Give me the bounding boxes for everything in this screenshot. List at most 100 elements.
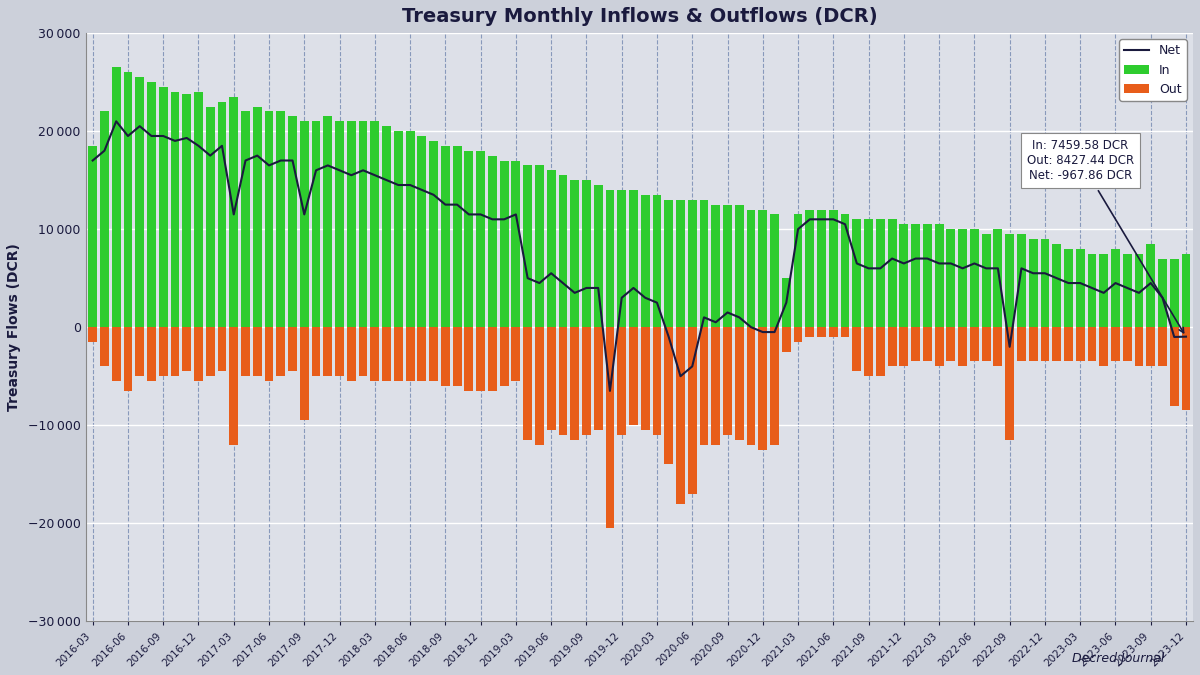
- Bar: [724, 327, 732, 435]
- Bar: [382, 327, 391, 381]
- Bar: [1123, 254, 1132, 327]
- Bar: [1170, 327, 1178, 406]
- Bar: [700, 200, 708, 327]
- Bar: [276, 111, 286, 327]
- Bar: [782, 278, 791, 327]
- Bar: [511, 327, 521, 381]
- Bar: [1064, 327, 1073, 362]
- Bar: [935, 224, 943, 327]
- Bar: [864, 219, 872, 327]
- Bar: [217, 102, 227, 327]
- Bar: [617, 327, 626, 435]
- Bar: [1075, 327, 1085, 362]
- Bar: [1099, 254, 1108, 327]
- Bar: [700, 327, 708, 445]
- Bar: [1006, 234, 1014, 327]
- Bar: [452, 146, 462, 327]
- Bar: [229, 327, 238, 445]
- Bar: [335, 327, 344, 376]
- Bar: [452, 327, 462, 386]
- Bar: [535, 327, 544, 445]
- Bar: [606, 327, 614, 528]
- Legend: Net, In, Out: Net, In, Out: [1120, 39, 1187, 101]
- Bar: [1158, 327, 1166, 367]
- Bar: [617, 190, 626, 327]
- Bar: [1134, 254, 1144, 327]
- Bar: [594, 185, 602, 327]
- Bar: [1052, 327, 1061, 362]
- Bar: [136, 77, 144, 327]
- Bar: [852, 219, 862, 327]
- Bar: [394, 327, 403, 381]
- Bar: [1040, 327, 1049, 362]
- Bar: [535, 165, 544, 327]
- Bar: [746, 327, 756, 445]
- Bar: [900, 224, 908, 327]
- Bar: [558, 327, 568, 435]
- Bar: [558, 176, 568, 327]
- Bar: [217, 327, 227, 371]
- Bar: [1170, 259, 1178, 327]
- Bar: [112, 68, 120, 327]
- Bar: [724, 205, 732, 327]
- Bar: [888, 219, 896, 327]
- Bar: [970, 327, 979, 362]
- Bar: [994, 327, 1002, 367]
- Bar: [900, 327, 908, 367]
- Net: [932, 259, 947, 267]
- Bar: [582, 180, 590, 327]
- Line: Net: Net: [92, 122, 1186, 391]
- Bar: [300, 122, 308, 327]
- Bar: [148, 327, 156, 381]
- Bar: [182, 327, 191, 371]
- Bar: [817, 209, 826, 327]
- Bar: [194, 92, 203, 327]
- Bar: [253, 107, 262, 327]
- Bar: [688, 200, 697, 327]
- Bar: [430, 141, 438, 327]
- Bar: [148, 82, 156, 327]
- Bar: [406, 131, 414, 327]
- Bar: [712, 327, 720, 445]
- Bar: [347, 327, 355, 381]
- Bar: [464, 151, 473, 327]
- Title: Treasury Monthly Inflows & Outflows (DCR): Treasury Monthly Inflows & Outflows (DCR…: [402, 7, 877, 26]
- Bar: [665, 200, 673, 327]
- Bar: [994, 229, 1002, 327]
- Net: [109, 117, 124, 126]
- Bar: [1064, 249, 1073, 327]
- Bar: [841, 327, 850, 337]
- Bar: [629, 190, 638, 327]
- Net: [379, 176, 394, 184]
- Bar: [100, 327, 109, 367]
- Bar: [805, 209, 815, 327]
- Bar: [1052, 244, 1061, 327]
- Bar: [276, 327, 286, 376]
- Bar: [982, 327, 990, 362]
- Bar: [347, 122, 355, 327]
- Bar: [1182, 327, 1190, 410]
- Bar: [229, 97, 238, 327]
- Bar: [464, 327, 473, 391]
- Bar: [406, 327, 414, 381]
- Bar: [1111, 249, 1120, 327]
- Net: [286, 157, 300, 165]
- Bar: [488, 327, 497, 391]
- Bar: [1040, 239, 1049, 327]
- Bar: [1158, 259, 1166, 327]
- Bar: [523, 165, 532, 327]
- Bar: [206, 107, 215, 327]
- Net: [767, 328, 781, 336]
- Bar: [476, 151, 485, 327]
- Bar: [911, 224, 920, 327]
- Bar: [1006, 327, 1014, 440]
- Bar: [1075, 249, 1085, 327]
- Bar: [817, 327, 826, 337]
- Bar: [653, 327, 661, 435]
- Bar: [288, 116, 296, 327]
- Bar: [136, 327, 144, 376]
- Bar: [382, 126, 391, 327]
- Bar: [440, 327, 450, 386]
- Bar: [734, 205, 744, 327]
- Bar: [582, 327, 590, 435]
